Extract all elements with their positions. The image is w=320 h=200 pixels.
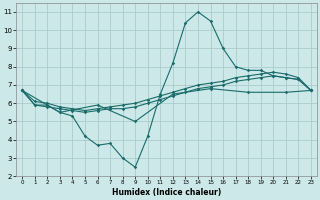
X-axis label: Humidex (Indice chaleur): Humidex (Indice chaleur) <box>112 188 221 197</box>
